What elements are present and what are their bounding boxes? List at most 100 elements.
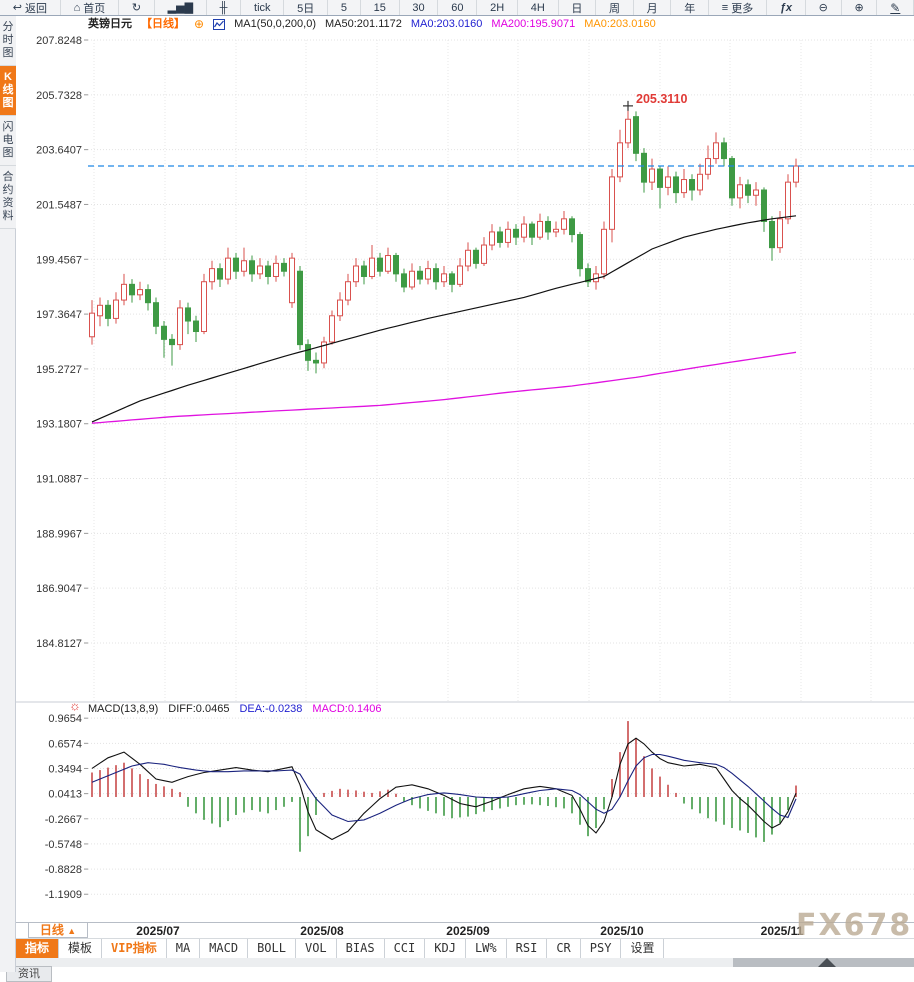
toolbar-item-zoom-in[interactable]: ⊕ [842, 0, 878, 15]
candle-body [481, 244, 487, 264]
candle-body [729, 158, 735, 199]
candle-body [137, 289, 143, 296]
indicator-button-psy[interactable]: PSY [581, 939, 622, 958]
symbol-name: 英镑日元 [88, 18, 132, 30]
top-toolbar: ↩ 返回 ⌂ 首页 ↻ ▂▅▇ ╫ tick 5日 5 15 30 [0, 0, 914, 16]
price-tick-label: 191.0887 [36, 474, 82, 486]
candle-body [401, 273, 407, 288]
indicator-button-lw[interactable]: LW% [466, 939, 507, 958]
sidebar-tab-kline-chart[interactable]: K线图 [0, 66, 16, 116]
ma0-orange-value: MA0:203.0160 [584, 18, 656, 30]
candle-body [297, 270, 303, 346]
macd-header: MACD(13,8,9) DIFF:0.0465 DEA:-0.0238 MAC… [88, 702, 382, 716]
toolbar-item-yearly[interactable]: 年 [671, 0, 709, 15]
indicator-button-macd[interactable]: MACD [200, 939, 249, 958]
horizontal-scrollbar[interactable] [0, 958, 914, 967]
macd-diff-line [91, 737, 797, 841]
candle-body [377, 257, 383, 272]
toolbar-item-home[interactable]: ⌂ 首页 [61, 0, 120, 15]
candle-body [337, 299, 343, 317]
toolbar-item-more[interactable]: ≡ 更多 [709, 0, 768, 15]
sidebar-tab-time-share-chart[interactable]: 分时图 [0, 16, 16, 66]
toolbar-item-draw[interactable]: ✎ [877, 0, 914, 15]
candle-body [249, 260, 255, 275]
indicator-button-bias[interactable]: BIAS [337, 939, 385, 958]
candle-body [697, 173, 703, 191]
candle-body [225, 257, 231, 280]
toolbar-item-indicator-settings[interactable]: ╫ [207, 0, 242, 15]
candle-body [505, 228, 511, 243]
candle-body [385, 255, 391, 272]
ma-settings-icon[interactable] [213, 18, 226, 30]
candle-body [625, 118, 631, 144]
indicator-button-rsi[interactable]: RSI [507, 939, 548, 958]
candle-body [713, 142, 719, 160]
candle-body [345, 281, 351, 301]
toolbar-item-30-min[interactable]: 30 [400, 0, 439, 15]
indicator-button-settings[interactable]: 设置 [621, 939, 665, 958]
sidebar-tab-lightning-chart[interactable]: 闪电图 [0, 116, 16, 166]
back-icon: ↩ [12, 1, 23, 14]
toolbar-item-15-min[interactable]: 15 [361, 0, 400, 15]
candle-body [633, 116, 639, 154]
candle-body [617, 142, 623, 178]
toolbar-item-refresh[interactable]: ↻ [119, 0, 155, 15]
price-tick-label: 207.8248 [36, 35, 82, 47]
candle-body [665, 176, 671, 188]
ma-settings-label: MA1(50,0,200,0) [234, 18, 316, 30]
indicator-button-vol[interactable]: VOL [296, 939, 337, 958]
candle-body [553, 228, 559, 233]
indicator-button-vip-indicator[interactable]: VIP指标 [102, 939, 167, 958]
toolbar-item-5-day[interactable]: 5日 [284, 0, 329, 15]
toolbar-item-weekly[interactable]: 周 [596, 0, 634, 15]
price-tick-label: 205.7328 [36, 90, 82, 102]
indicator-button-ma[interactable]: MA [167, 939, 201, 958]
candle-body [681, 179, 687, 194]
candle-body [793, 165, 799, 183]
candle-body [569, 218, 575, 236]
macd-tick-label: 0.9654 [48, 713, 82, 725]
indicator-settings-sun-icon[interactable]: ☼ [69, 698, 81, 713]
toolbar-item-zoom-out[interactable]: ⊖ [806, 0, 842, 15]
price-tick-label: 188.9967 [36, 528, 82, 540]
candle-body [193, 320, 199, 333]
candle-body [745, 184, 751, 196]
sidebar-tab-contract-info[interactable]: 合约资料 [0, 166, 16, 229]
candle-body [129, 283, 135, 296]
zoom-in-icon: ⊕ [854, 1, 864, 14]
toolbar-item-fx-indicator[interactable]: ƒx [767, 0, 806, 15]
toolbar-item-back[interactable]: ↩ 返回 [0, 0, 61, 15]
toolbar-item-monthly[interactable]: 月 [634, 0, 672, 15]
candle-body [169, 338, 175, 346]
candle-body [465, 249, 471, 267]
toolbar-item-5-min[interactable]: 5 [328, 0, 361, 15]
toolbar-item-chart-type[interactable]: ▂▅▇ [155, 0, 207, 15]
candle-body [105, 304, 111, 319]
price-chart-canvas[interactable]: 207.8248 205.7328 203.6407 201.5487 199.4567… [16, 16, 914, 922]
candle-body [721, 142, 727, 160]
macd-tick-label: 0.6574 [48, 738, 82, 750]
toolbar-item-4-hour[interactable]: 4H [518, 0, 559, 15]
candle-body [273, 262, 279, 277]
period-selector[interactable]: 日线 ▲ [28, 923, 88, 938]
indicator-button-template[interactable]: 模板 [59, 939, 103, 958]
toolbar-item-60-min[interactable]: 60 [438, 0, 478, 15]
scroll-up-arrow-icon[interactable] [818, 958, 836, 967]
ma50-line [91, 215, 797, 423]
toolbar-item-tick[interactable]: tick [241, 0, 285, 15]
candle-body [737, 184, 743, 199]
macd-diff-value: DIFF:0.0465 [168, 703, 230, 715]
indicator-button-boll[interactable]: BOLL [248, 939, 296, 958]
candle-body [361, 265, 367, 277]
indicator-button-cr[interactable]: CR [547, 939, 581, 958]
toolbar-item-2-hour[interactable]: 2H [477, 0, 518, 15]
indicator-button-kdj[interactable]: KDJ [425, 939, 466, 958]
price-tick-label: 203.6407 [36, 145, 82, 157]
indicator-button-cci[interactable]: CCI [385, 939, 426, 958]
indicator-button-indicator[interactable]: 指标 [16, 939, 60, 958]
candle-body [393, 255, 399, 275]
toolbar-item-daily[interactable]: 日 [559, 0, 597, 15]
candle-body [473, 249, 479, 264]
add-favorite-icon[interactable]: ⊕ [194, 17, 205, 31]
